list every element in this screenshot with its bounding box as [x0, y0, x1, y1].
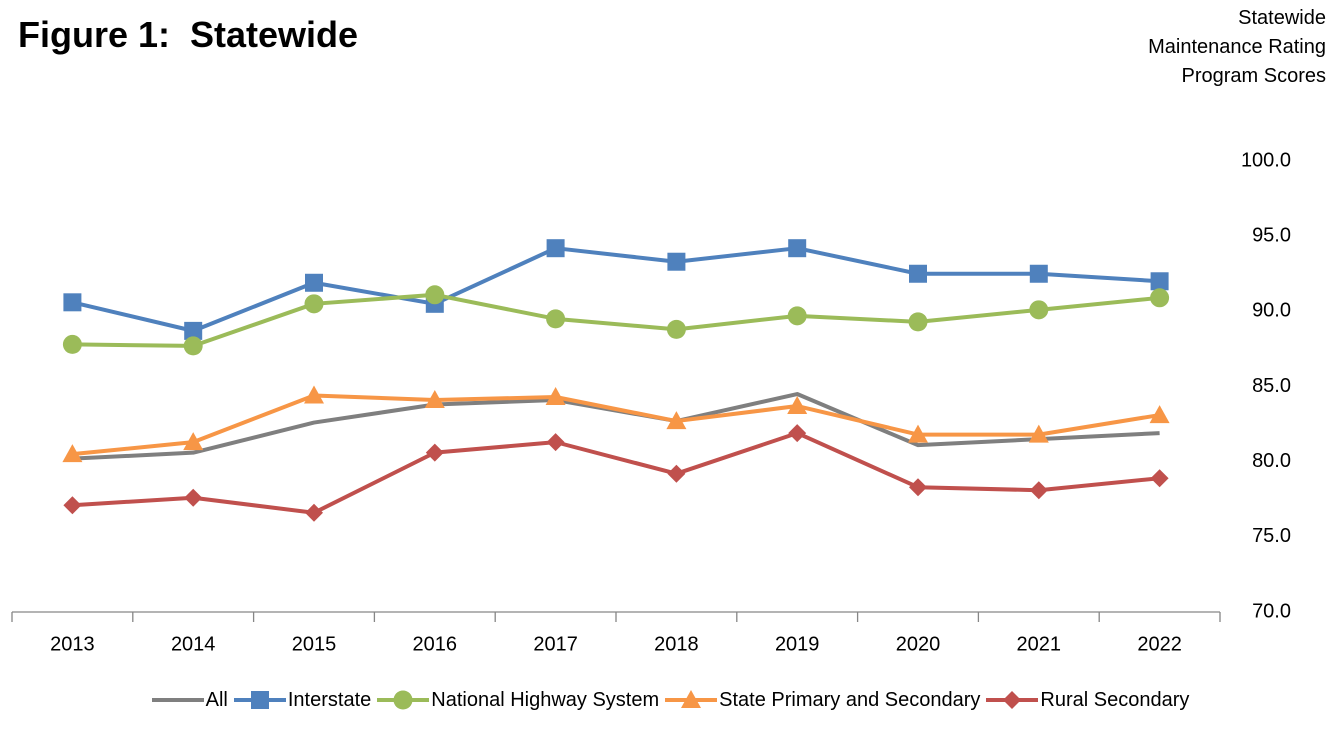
marker — [666, 411, 687, 430]
legend-item: National Highway System — [375, 688, 659, 712]
marker — [908, 312, 928, 332]
marker — [425, 285, 445, 305]
chart: 2013 2014 2015 2016 2017 2018 2019 2020 2021 2022… — [11, 149, 1291, 655]
marker — [546, 433, 565, 452]
y-tick-label: 80.0 — [1252, 450, 1291, 472]
legend-label: Interstate — [287, 688, 372, 711]
marker — [788, 239, 807, 258]
marker — [1028, 424, 1049, 443]
x-tick-label: 2020 — [896, 633, 941, 655]
legend: All Interstate National Highway System Stat… — [0, 688, 1339, 712]
marker — [1150, 272, 1169, 291]
legend-label: All — [205, 688, 228, 711]
chart-title: Figure 1: Statewide — [18, 14, 359, 55]
legend-icon — [665, 690, 718, 708]
marker — [787, 396, 808, 415]
marker — [667, 252, 686, 271]
legend-icon — [986, 691, 1039, 709]
marker — [546, 239, 565, 258]
x-tick-label: 2017 — [533, 633, 578, 655]
marker — [1003, 691, 1022, 709]
x-tick-label: 2016 — [413, 633, 458, 655]
legend-item: All — [150, 688, 228, 712]
marker — [1029, 264, 1048, 283]
marker — [305, 273, 323, 292]
legend-icon — [377, 690, 430, 710]
series-line — [72, 431, 1160, 515]
y-tick-label: 85.0 — [1252, 375, 1291, 397]
x-tick-label: 2014 — [171, 633, 216, 655]
x-tick-label: 2019 — [775, 633, 820, 655]
y-tick-label: 70.0 — [1252, 600, 1291, 622]
series-line — [72, 292, 1160, 348]
marker — [788, 424, 807, 443]
marker — [1029, 300, 1049, 320]
legend-label: State Primary and Secondary — [719, 688, 981, 711]
marker — [63, 496, 82, 515]
marker — [1150, 288, 1170, 308]
legend-label: Rural Secondary — [1040, 688, 1190, 711]
marker — [546, 309, 566, 329]
y-tick-label: 100.0 — [1241, 149, 1291, 171]
marker — [184, 321, 203, 340]
legend-item: Rural Secondary — [984, 688, 1189, 712]
marker — [787, 306, 807, 326]
marker — [909, 478, 927, 497]
marker — [1150, 469, 1169, 488]
marker — [183, 336, 203, 356]
marker — [304, 385, 324, 404]
marker — [909, 264, 927, 283]
marker — [1149, 405, 1170, 424]
marker — [1029, 481, 1048, 500]
marker — [62, 334, 82, 354]
x-tick-label: 2018 — [654, 633, 699, 655]
y-tick-label: 90.0 — [1252, 300, 1291, 322]
marker — [545, 387, 566, 406]
marker — [667, 464, 686, 483]
marker — [666, 319, 686, 339]
legend-icon — [233, 691, 286, 709]
x-tick-label: 2022 — [1137, 633, 1182, 655]
marker — [681, 690, 702, 708]
series-line — [71, 246, 1160, 333]
marker — [425, 443, 444, 462]
marker — [424, 390, 445, 409]
marker — [305, 503, 323, 522]
legend-label: National Highway System — [431, 688, 660, 711]
legend-icon — [151, 698, 204, 702]
marker — [62, 444, 83, 463]
marker — [393, 690, 413, 710]
marker — [250, 691, 269, 709]
y-tick-label: 95.0 — [1252, 224, 1291, 246]
x-tick-label: 2015 — [292, 633, 337, 655]
marker — [304, 294, 324, 314]
marker — [63, 293, 82, 312]
x-tick-label: 2013 — [50, 633, 95, 655]
marker — [184, 488, 203, 507]
y-axis-label: Statewide Maintenance Rating Program Sco… — [1148, 7, 1326, 87]
y-tick-label: 75.0 — [1252, 525, 1291, 547]
marker — [908, 424, 928, 443]
series-line — [72, 393, 1160, 457]
legend-item: Interstate — [232, 688, 371, 712]
x-tick-label: 2021 — [1017, 633, 1062, 655]
marker — [183, 432, 204, 451]
legend-item: State Primary and Secondary — [663, 688, 980, 712]
